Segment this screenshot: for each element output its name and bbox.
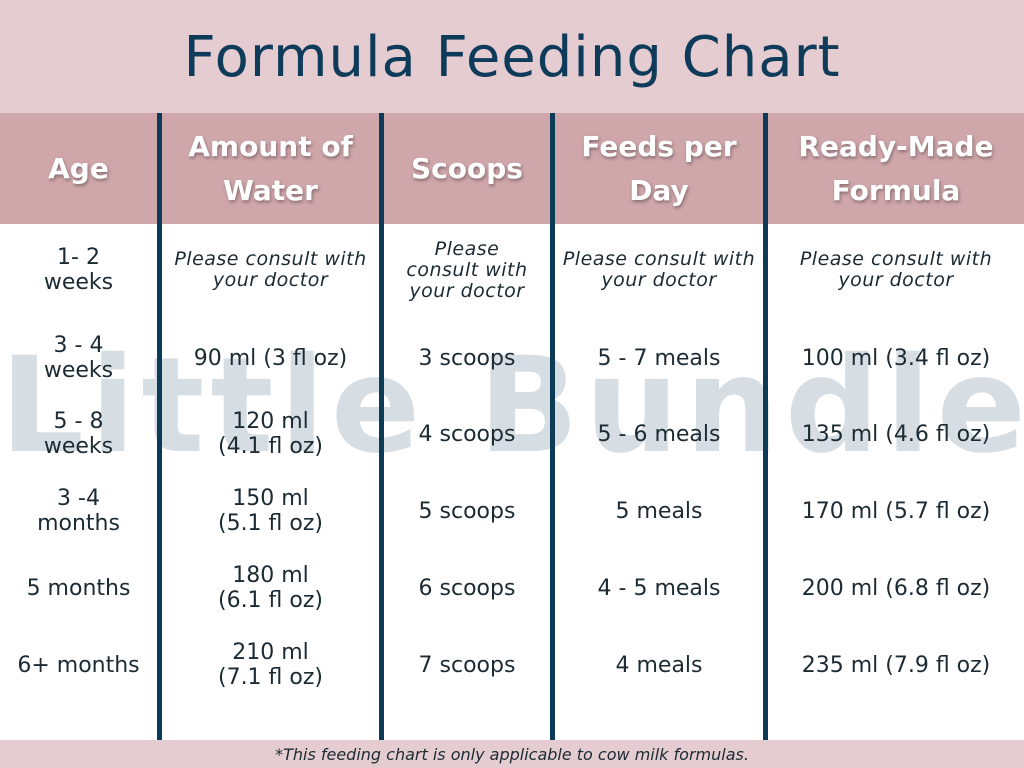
footnote: *This feeding chart is only applicable t… (275, 744, 749, 764)
column-divider (157, 113, 162, 740)
cell-ready-made-formula: Please consult with your doctor (799, 248, 993, 291)
cell-ready-made-formula: 170 ml (5.7 fl oz) (801, 498, 991, 524)
cell-amount-of-water: 120 ml (4.1 fl oz) (217, 409, 323, 459)
cell-amount-of-water: Please consult with your doctor (174, 248, 367, 291)
cell-feeds-per-day: Please consult with your doctor (562, 248, 756, 291)
header-feeds-per-day: Feeds per Day (581, 129, 737, 207)
cell-age: 3 -4 months (37, 486, 120, 536)
header-scoops: Scoops (411, 151, 523, 185)
cell-age: 5 - 8 weeks (43, 409, 114, 459)
cell-ready-made-formula: 235 ml (7.9 fl oz) (801, 652, 991, 678)
cell-feeds-per-day: 5 meals (615, 498, 703, 524)
cell-ready-made-formula: 200 ml (6.8 fl oz) (801, 575, 991, 601)
cell-feeds-per-day: 5 - 6 meals (597, 421, 721, 447)
column-divider (550, 113, 555, 740)
cell-ready-made-formula: 100 ml (3.4 fl oz) (801, 345, 991, 371)
cell-age: 5 months (26, 575, 131, 601)
header-ready-made-formula: Ready-Made Formula (798, 129, 994, 207)
cell-scoops: 6 scoops (418, 575, 516, 601)
cell-scoops: 3 scoops (418, 345, 516, 371)
header-amount-of-water: Amount of Water (188, 129, 353, 207)
cell-age: 3 - 4 weeks (43, 333, 114, 383)
cell-ready-made-formula: 135 ml (4.6 fl oz) (801, 421, 991, 447)
table-header-row (0, 113, 1024, 224)
cell-feeds-per-day: 5 - 7 meals (597, 345, 721, 371)
cell-feeds-per-day: 4 meals (615, 652, 703, 678)
column-divider (763, 113, 768, 740)
cell-amount-of-water: 90 ml (3 fl oz) (193, 345, 348, 371)
watermark: Little Bundle (0, 329, 1024, 483)
cell-feeds-per-day: 4 - 5 meals (597, 575, 721, 601)
cell-scoops: 5 scoops (418, 498, 516, 524)
title-banner: Formula Feeding Chart (0, 0, 1024, 113)
cell-scoops: Please consult with your doctor (406, 237, 528, 302)
cell-age: 1- 2 weeks (43, 245, 114, 295)
cell-amount-of-water: 150 ml (5.1 fl oz) (217, 486, 323, 536)
page-title: Formula Feeding Chart (183, 25, 841, 90)
header-age: Age (48, 151, 109, 185)
footer-banner: *This feeding chart is only applicable t… (0, 740, 1024, 768)
cell-amount-of-water: 180 ml (6.1 fl oz) (217, 563, 323, 613)
cell-scoops: 4 scoops (418, 421, 516, 447)
cell-scoops: 7 scoops (418, 652, 516, 678)
cell-amount-of-water: 210 ml (7.1 fl oz) (217, 640, 323, 690)
cell-age: 6+ months (17, 652, 140, 678)
column-divider (379, 113, 384, 740)
